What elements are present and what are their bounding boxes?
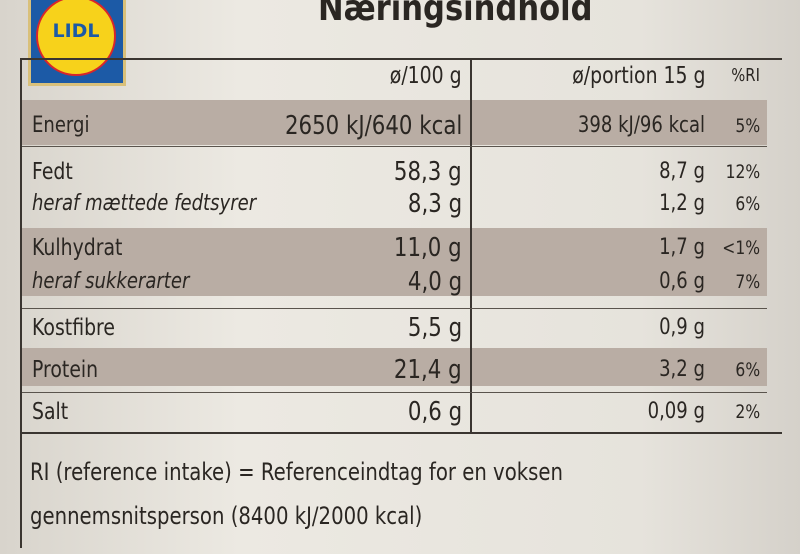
nutrient-name: Salt [32, 399, 69, 425]
ri-percent: 6% [735, 193, 760, 215]
nutrient-name: Kostfibre [32, 315, 115, 341]
row-shade [22, 348, 767, 386]
ri-percent: 12% [725, 161, 760, 183]
nutrient-value: 2650 kJ/640 kcal [284, 111, 462, 141]
column-header: %RI [731, 65, 760, 86]
nutrient-value: 3,2 g [659, 357, 705, 382]
ri-percent: 7% [735, 271, 760, 293]
nutrient-value: 398 kJ/96 kcal [577, 113, 705, 138]
nutrient-value: 8,7 g [659, 159, 705, 184]
nutrient-value: 1,7 g [659, 235, 705, 260]
nutrient-value: 4,0 g [407, 267, 462, 297]
nutrient-name: heraf sukkerarter [32, 269, 190, 294]
nutrient-value: 58,3 g [394, 157, 462, 187]
column-header: ø/100 g [390, 63, 462, 89]
nutrient-value: 1,2 g [659, 191, 705, 216]
nutrient-value: 0,6 g [659, 269, 705, 294]
logo-text: LIDL [52, 20, 100, 42]
nutrient-value: 11,0 g [394, 233, 462, 263]
footnote-line: gennemsnitsperson (8400 kJ/2000 kcal) [30, 502, 423, 530]
row-divider [22, 392, 767, 393]
nutrient-value: 8,3 g [407, 189, 462, 219]
nutrient-name: Energi [32, 113, 90, 138]
nutrient-value: 0,9 g [659, 315, 705, 340]
table-border [20, 58, 782, 548]
nutrient-name: Protein [32, 357, 99, 383]
column-divider [470, 60, 472, 432]
nutrient-value: 5,5 g [407, 313, 462, 343]
ri-percent: 6% [735, 359, 760, 381]
nutrient-value: 0,09 g [647, 399, 705, 424]
nutrient-value: 0,6 g [407, 397, 462, 427]
column-header: ø/portion 15 g [571, 63, 705, 89]
footnote-line: RI (reference intake) = Referenceindtag … [30, 458, 563, 486]
row-shade [22, 228, 767, 296]
nutrient-name: heraf mættede fedtsyrer [32, 191, 257, 216]
row-divider [22, 308, 767, 309]
row-divider [22, 146, 767, 147]
footnote-divider [22, 432, 782, 434]
nutrient-name: Kulhydrat [32, 235, 123, 261]
ri-percent: 5% [735, 115, 760, 137]
title: Næringsindhold [318, 0, 593, 29]
logo-circle [36, 0, 116, 76]
ri-percent: 2% [735, 401, 760, 423]
nutrient-name: Fedt [32, 159, 73, 185]
row-shade [22, 100, 767, 145]
ri-percent: <1% [722, 237, 760, 259]
nutrient-value: 21,4 g [394, 355, 462, 385]
